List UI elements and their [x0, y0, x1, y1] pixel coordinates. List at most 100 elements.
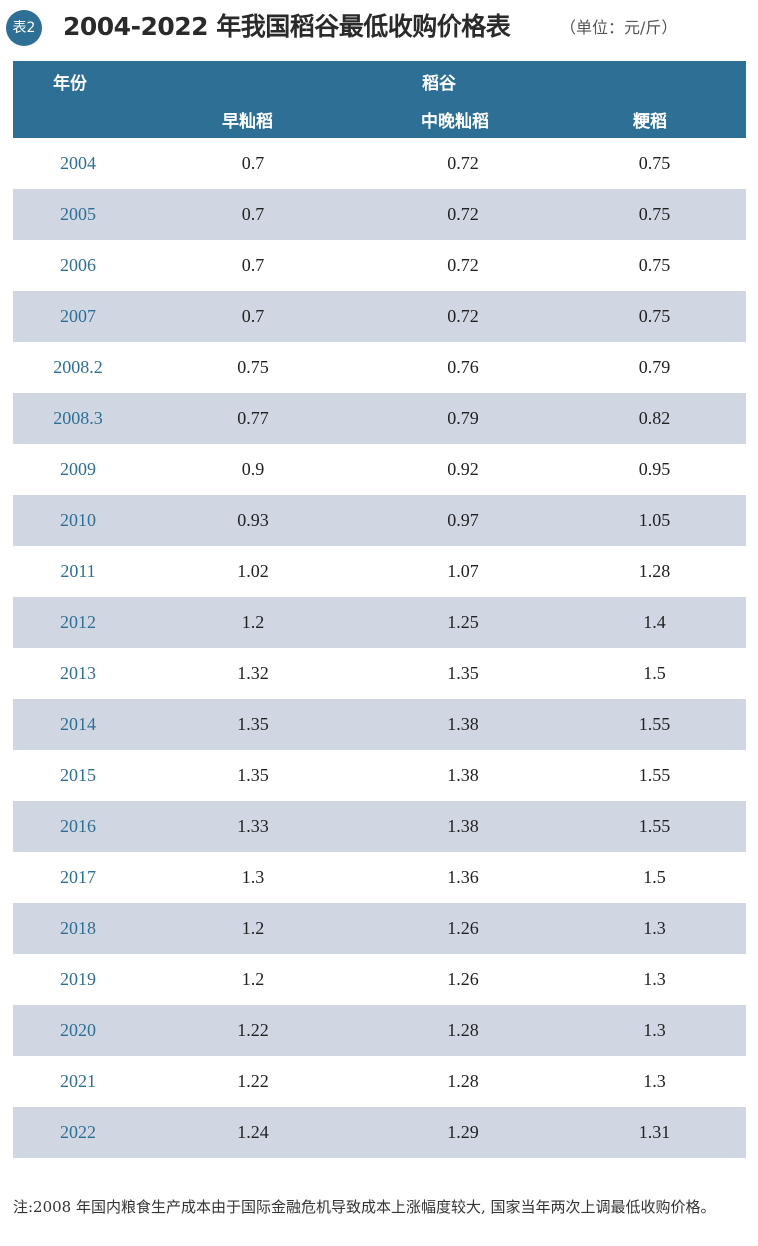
mid-late-indica-price-cell: 1.26	[447, 918, 479, 938]
year-cell: 2015	[60, 765, 96, 785]
early-indica-price-cell: 1.2	[241, 918, 265, 938]
japonica-price-cell: 0.79	[638, 357, 671, 377]
header-japonica: 粳稻	[633, 112, 667, 132]
year-cell: 2011	[60, 561, 96, 581]
japonica-price-cell: 1.3	[643, 1020, 666, 1040]
early-indica-price-cell: 0.7	[241, 153, 265, 173]
year-cell: 2016	[60, 816, 96, 836]
year-cell: 2014	[60, 714, 96, 734]
japonica-price-cell: 0.75	[638, 255, 671, 275]
mid-late-indica-price-cell: 1.36	[447, 867, 479, 887]
japonica-price-cell: 1.3	[643, 969, 666, 989]
table-title: 2004-2022 年我国稻谷最低收购价格表	[63, 12, 511, 41]
year-cell: 2009	[60, 459, 96, 479]
mid-late-indica-price-cell: 0.72	[447, 204, 479, 224]
year-cell: 2008.3	[53, 408, 103, 428]
mid-late-indica-price-cell: 0.72	[447, 153, 479, 173]
mid-late-indica-price-cell: 1.28	[447, 1020, 479, 1040]
table-row: 2008.2 0.75 0.76 0.79	[13, 342, 746, 393]
japonica-price-cell: 1.55	[638, 714, 671, 734]
early-indica-price-cell: 1.35	[237, 765, 269, 785]
table-body: 2004 0.7 0.72 0.75 2005 0.7 0.72 0.75 2006 0.7 0.7…	[13, 138, 746, 1158]
table-row: 2018 1.2 1.26 1.3	[13, 903, 746, 954]
mid-late-indica-price-cell: 1.28	[447, 1071, 479, 1091]
year-cell: 2022	[60, 1122, 96, 1142]
table-row: 2008.3 0.77 0.79 0.82	[13, 393, 746, 444]
japonica-price-cell: 0.75	[638, 204, 671, 224]
year-cell: 2013	[60, 663, 96, 683]
year-cell: 2008.2	[53, 357, 103, 377]
year-cell: 2021	[60, 1071, 96, 1091]
price-table: 年份 稻谷 早籼稻 中晚籼稻 粳稻 2004 0.7 0.72 0.75 2005 0.7…	[13, 61, 746, 1158]
table-row: 2007 0.7 0.72 0.75	[13, 291, 746, 342]
early-indica-price-cell: 0.77	[237, 408, 269, 428]
japonica-price-cell: 1.05	[638, 510, 671, 530]
mid-late-indica-price-cell: 0.97	[447, 510, 479, 530]
header-early-indica: 早籼稻	[222, 112, 273, 132]
early-indica-price-cell: 0.7	[241, 255, 265, 275]
early-indica-price-cell: 0.75	[237, 357, 269, 377]
year-cell: 2006	[60, 255, 96, 275]
table-number-badge: 表2	[6, 10, 42, 46]
early-indica-price-cell: 1.3	[241, 867, 265, 887]
year-cell: 2020	[60, 1020, 96, 1040]
table-row: 2020 1.22 1.28 1.3	[13, 1005, 746, 1056]
table-row: 2006 0.7 0.72 0.75	[13, 240, 746, 291]
early-indica-price-cell: 1.02	[237, 561, 269, 581]
table-row: 2012 1.2 1.25 1.4	[13, 597, 746, 648]
japonica-price-cell: 0.75	[638, 306, 671, 326]
table-row: 2005 0.7 0.72 0.75	[13, 189, 746, 240]
header-rice-group: 稻谷	[422, 74, 456, 94]
table-row: 2017 1.3 1.36 1.5	[13, 852, 746, 903]
year-cell: 2010	[60, 510, 96, 530]
table-row: 2019 1.2 1.26 1.3	[13, 954, 746, 1005]
header-mid-late-indica: 中晚籼稻	[421, 112, 489, 132]
table-row: 2013 1.32 1.35 1.5	[13, 648, 746, 699]
early-indica-price-cell: 1.22	[237, 1071, 269, 1091]
unit-label: （单位：元/斤）	[560, 18, 678, 37]
mid-late-indica-price-cell: 1.26	[447, 969, 479, 989]
mid-late-indica-price-cell: 0.92	[447, 459, 479, 479]
year-cell: 2004	[60, 153, 96, 173]
table-row: 2010 0.93 0.97 1.05	[13, 495, 746, 546]
year-cell: 2005	[60, 204, 96, 224]
japonica-price-cell: 1.55	[638, 816, 671, 836]
year-cell: 2017	[60, 867, 96, 887]
early-indica-price-cell: 0.93	[237, 510, 269, 530]
table-row: 2011 1.02 1.07 1.28	[13, 546, 746, 597]
mid-late-indica-price-cell: 1.38	[447, 816, 479, 836]
mid-late-indica-price-cell: 1.29	[447, 1122, 479, 1142]
japonica-price-cell: 1.5	[643, 663, 666, 683]
japonica-price-cell: 1.55	[638, 765, 671, 785]
early-indica-price-cell: 1.35	[237, 714, 269, 734]
table-row: 2016 1.33 1.38 1.55	[13, 801, 746, 852]
mid-late-indica-price-cell: 1.25	[447, 612, 479, 632]
table-row: 2014 1.35 1.38 1.55	[13, 699, 746, 750]
mid-late-indica-price-cell: 0.76	[447, 357, 479, 377]
mid-late-indica-price-cell: 1.07	[447, 561, 479, 581]
year-cell: 2019	[60, 969, 96, 989]
year-cell: 2007	[60, 306, 96, 326]
table-caption: 表2 2004-2022 年我国稻谷最低收购价格表 （单位：元/斤）	[6, 10, 756, 50]
japonica-price-cell: 0.82	[638, 408, 671, 428]
japonica-price-cell: 1.5	[643, 867, 666, 887]
early-indica-price-cell: 1.22	[237, 1020, 269, 1040]
year-cell: 2012	[60, 612, 96, 632]
header-year: 年份	[53, 74, 87, 94]
japonica-price-cell: 0.75	[638, 153, 671, 173]
year-cell: 2018	[60, 918, 96, 938]
early-indica-price-cell: 1.2	[241, 969, 265, 989]
mid-late-indica-price-cell: 1.35	[447, 663, 479, 683]
mid-late-indica-price-cell: 0.72	[447, 255, 479, 275]
japonica-price-cell: 1.3	[643, 918, 666, 938]
japonica-price-cell: 1.4	[643, 612, 666, 632]
early-indica-price-cell: 1.2	[241, 612, 265, 632]
early-indica-price-cell: 0.7	[241, 306, 265, 326]
japonica-price-cell: 0.95	[638, 459, 671, 479]
table-row: 2004 0.7 0.72 0.75	[13, 138, 746, 189]
mid-late-indica-price-cell: 0.79	[447, 408, 479, 428]
japonica-price-cell: 1.3	[643, 1071, 666, 1091]
table-row: 2015 1.35 1.38 1.55	[13, 750, 746, 801]
japonica-price-cell: 1.31	[638, 1122, 671, 1142]
table-header: 年份 稻谷 早籼稻 中晚籼稻 粳稻	[13, 61, 746, 138]
